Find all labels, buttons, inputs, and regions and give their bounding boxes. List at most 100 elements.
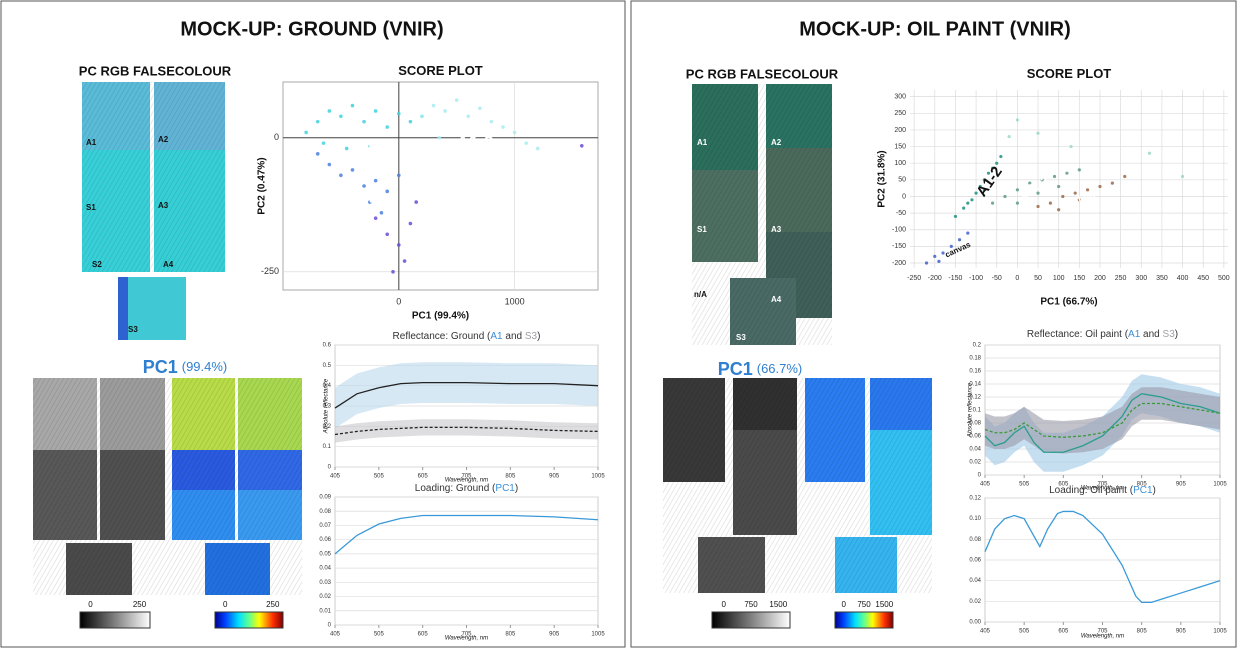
x-tick-label: 1005: [591, 632, 605, 638]
score-point: [403, 259, 407, 263]
pc-heading: PC1(66.7%): [718, 359, 803, 379]
plot-frame: [335, 497, 598, 625]
score-point: [438, 136, 442, 140]
pc-percent: (99.4%): [182, 359, 228, 374]
scale-tick-label: 1500: [875, 600, 893, 609]
x-tick-label: 1005: [591, 474, 605, 480]
x-tick-label: 250: [1115, 275, 1127, 282]
y-tick-label: 200: [894, 127, 906, 134]
x-tick-label: 100: [1053, 275, 1065, 282]
x-axis-label: PC1 (66.7%): [1040, 297, 1097, 308]
annotation: canvas: [351, 195, 385, 206]
title-part: SCORE PLOT: [398, 63, 483, 78]
falsecolour-heading: PC RGB FALSECOLOUR: [79, 63, 232, 78]
score-point: [501, 125, 505, 129]
tile-label: A1: [86, 138, 97, 147]
tile-label: A2: [158, 135, 169, 144]
score-point: [1181, 175, 1184, 178]
x-tick-label: 505: [1019, 629, 1030, 635]
y-tick-label: 150: [894, 143, 906, 150]
scale-tick-label: 0: [88, 600, 93, 609]
x-axis-label: PC1 (99.4%): [412, 311, 469, 322]
tile-label: S3: [736, 333, 746, 342]
score-point: [1008, 135, 1011, 138]
score-point: [304, 131, 308, 135]
x-tick-label: 505: [374, 632, 385, 638]
tile-label: A2: [771, 138, 782, 147]
score-point: [374, 179, 378, 183]
y-tick-label: 0: [274, 132, 279, 142]
y-tick-label: 0.02: [319, 594, 331, 600]
score-point: [966, 231, 969, 234]
score-point: [466, 115, 470, 119]
plot-frame: [283, 82, 598, 290]
score-point: [1016, 118, 1019, 121]
y-tick-label: 0.01: [319, 608, 331, 614]
score-point: [1053, 175, 1056, 178]
score-point: [933, 255, 936, 258]
x-tick-label: 1005: [1213, 629, 1227, 635]
y-axis-label: Absolute reflectance: [968, 382, 974, 438]
chart-title: Reflectance: Oil paint (A1 and S3): [1027, 329, 1178, 340]
x-tick-label: 905: [549, 632, 560, 638]
y-tick-label: 0.09: [319, 495, 331, 501]
score-point: [937, 260, 940, 263]
y-tick-label: 0.16: [969, 369, 981, 375]
falsecolour-images: [692, 84, 832, 345]
pc-percent: (66.7%): [757, 361, 803, 376]
x-tick-label: 200: [1094, 275, 1106, 282]
x-tick-label: 605: [418, 474, 429, 480]
title-part: ): [1175, 329, 1178, 340]
x-tick-label: 605: [1058, 629, 1069, 635]
score-point: [1061, 195, 1064, 198]
score-point: [1069, 145, 1072, 148]
title-part: A1: [490, 331, 503, 342]
score-point: [362, 184, 366, 188]
score-point: [536, 147, 540, 151]
score-point: [414, 200, 418, 204]
y-tick-label: 0.5: [323, 363, 332, 369]
chart-title: SCORE PLOT: [398, 63, 483, 78]
y-tick-label: 0.02: [969, 599, 981, 605]
y-tick-label: 250: [894, 110, 906, 117]
tile-label: n/A: [694, 290, 707, 299]
scale-tick-label: 0: [223, 600, 228, 609]
tile-label: A4: [771, 295, 782, 304]
score-point: [385, 125, 389, 129]
y-tick-label: 0.06: [319, 537, 331, 543]
x-tick-label: 905: [1176, 629, 1187, 635]
score-point: [328, 109, 332, 113]
scale-tick-label: 0: [841, 600, 846, 609]
y-tick-label: 0.10: [969, 516, 981, 522]
pc1-images: [33, 378, 302, 595]
score-point: [374, 109, 378, 113]
score-point: [397, 173, 401, 177]
scale-tick-label: 750: [857, 600, 871, 609]
score-point: [316, 120, 320, 124]
x-tick-label: 405: [980, 629, 991, 635]
tile-label: S1: [86, 203, 96, 212]
pc-name: PC1: [143, 357, 178, 377]
score-point: [345, 147, 349, 151]
score-point: [1078, 168, 1081, 171]
title-part: S3: [525, 331, 538, 342]
y-tick-label: -200: [892, 260, 906, 267]
score-point: [513, 131, 517, 135]
x-axis-label: Wavelength, nm: [445, 636, 488, 642]
score-point: [954, 215, 957, 218]
score-point: [524, 141, 528, 145]
title-part: and: [503, 331, 525, 342]
x-tick-label: 905: [1176, 482, 1187, 488]
y-tick-label: -100: [892, 227, 906, 234]
score-point: [391, 270, 395, 274]
x-tick-label: 405: [980, 482, 991, 488]
y-tick-label: 0: [978, 473, 982, 479]
gray-colorbar: [80, 612, 150, 628]
y-tick-label: 0.05: [319, 551, 331, 557]
scale-tick-label: 0: [721, 600, 726, 609]
plot-frame: [910, 90, 1228, 268]
x-tick-label: 405: [330, 474, 341, 480]
x-tick-label: -100: [969, 275, 983, 282]
chart-title: Loading: Oil paint (PC1): [1049, 485, 1156, 496]
x-tick-label: 1005: [1213, 482, 1227, 488]
